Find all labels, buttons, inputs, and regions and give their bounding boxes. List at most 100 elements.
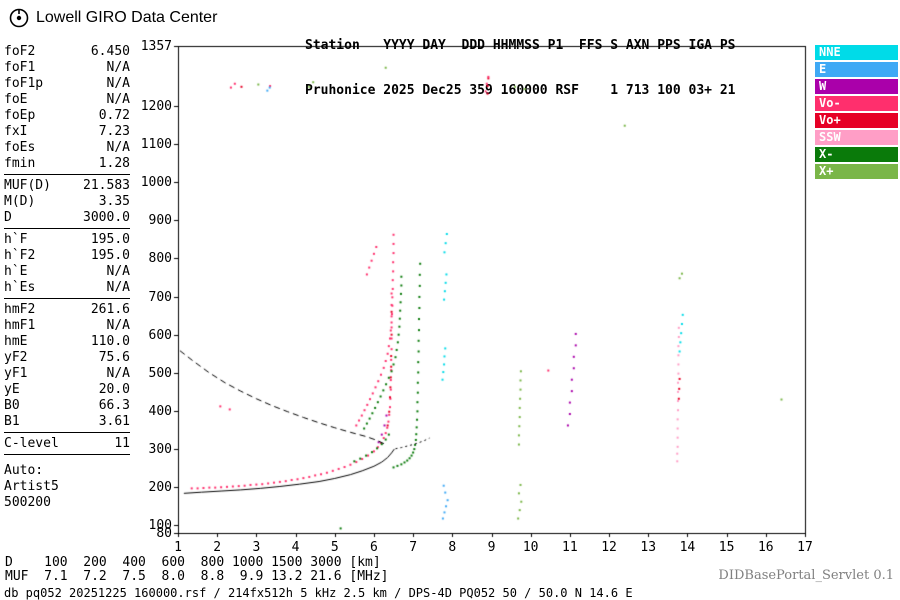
muf-table: D 100 200 400 600 800 1000 1500 3000 [km… [5,556,389,584]
param-row-fof1: foF1 N/A [4,60,130,76]
y-tick-label: 400 [148,403,172,419]
x-tick-label: 3 [252,540,261,555]
legend-item-ssw: SSW [815,130,898,145]
y-tick-label: 1100 [140,137,172,152]
y-tick-label: 100 [148,518,172,534]
y-tick-label: 600 [148,327,172,343]
d-row: D 100 200 400 600 800 1000 1500 3000 [km… [5,555,381,570]
param-row-hf: h`F 195.0 [4,232,130,248]
param-label: hmE [4,334,28,349]
param-label: yF1 [4,366,28,381]
param-label: foEs [4,140,36,155]
param-row-mufd: MUF(D) 21.583 [4,178,130,194]
param-row-foes: foEs N/A [4,140,130,156]
param-row-yf1: yF1 N/A [4,366,130,382]
lowell-giro-logo: Lowell GIRO Data Center [8,7,217,29]
param-label: h`E [4,264,28,279]
y-tick-label: 300 [148,442,172,458]
param-row-hmf1: hmF1 N/A [4,318,130,334]
y-tick-label: 1357 [140,39,172,54]
auto-scaler-block: Auto: Artist5 500200 [4,463,130,511]
param-value: 0.72 [98,108,130,123]
param-label: fxI [4,124,28,139]
param-row-fmin: fmin 1.28 [4,156,130,172]
legend-item-vo: Vo- [815,96,898,111]
y-tick-label: 80 [156,526,172,541]
param-label: M(D) [4,194,36,209]
param-value: 20.0 [98,382,130,397]
param-label: MUF(D) [4,178,51,193]
separator [4,174,130,175]
param-row-fxi: fxI 7.23 [4,124,130,140]
param-row-md: M(D) 3.35 [4,194,130,210]
y-tick-label: 500 [148,365,172,381]
x-tick-label: 2 [213,540,222,555]
y-tick-label: 1000 [140,175,172,191]
x-tick-label: 12 [601,540,617,555]
y-tick-label: 200 [148,480,172,496]
logo-text: Lowell GIRO Data Center [36,9,218,26]
param-label: h`F2 [4,248,36,263]
param-row-foep: foEp 0.72 [4,108,130,124]
x-tick-label: 1 [174,540,182,555]
param-value: 195.0 [90,232,130,247]
param-value: 3000.0 [83,210,130,225]
param-groups: foF2 6.450 foF1 N/A foF1p N/A foE N/A foEp 0.72 fx… [4,44,130,511]
x-tick-label: 7 [409,540,418,555]
param-value: N/A [106,92,130,107]
param-label: foF2 [4,44,36,59]
giro-logo-icon [9,8,29,28]
x-tick-label: 13 [640,540,657,555]
param-value: 75.6 [98,350,130,365]
separator [4,432,130,433]
separator [4,454,130,455]
legend-item-x: X+ [815,164,898,179]
param-row-yf2: yF2 75.6 [4,350,130,366]
param-row-b1: B1 3.61 [4,414,130,430]
auto-scaler-line: Artist5 [4,479,59,494]
param-value: N/A [106,140,130,155]
param-row-foe: foE N/A [4,92,130,108]
param-value: 1.28 [98,156,130,171]
param-value: N/A [106,318,130,333]
separator [4,228,130,229]
param-label: D [4,210,12,225]
param-row-clevel: C-level 11 [4,436,130,452]
param-row-hmf2: hmF2 261.6 [4,302,130,318]
param-label: fmin [4,156,36,171]
param-value: 7.23 [98,124,130,139]
param-value: N/A [106,280,130,295]
x-tick-label: 6 [370,540,378,555]
param-row-hme: hmE 110.0 [4,334,130,350]
x-tick-label: 9 [487,540,496,555]
legend-item-x: X- [815,147,898,162]
param-value: 11 [114,436,130,451]
separator [4,298,130,299]
legend-item-w: W [815,79,898,94]
status-line: db pq052 20251225 160000.rsf / 214fx512h… [4,586,633,600]
x-tick-label: 16 [757,540,774,555]
param-label: yE [4,382,20,397]
param-value: 261.6 [90,302,130,317]
param-label: hmF2 [4,302,36,317]
param-label: yF2 [4,350,28,365]
y-tick-label: 800 [148,251,172,267]
param-row-fof1p: foF1p N/A [4,76,130,92]
y-tick-label: 1200 [140,98,172,114]
param-value: 6.450 [90,44,130,59]
param-value: 3.35 [98,194,130,209]
muf-row: MUF 7.1 7.2 7.5 8.0 8.8 9.9 13.2 21.6 [M… [5,569,389,584]
legend-item-nne: NNE [815,45,898,60]
x-tick-label: 4 [291,540,300,555]
param-row-fof2: foF2 6.450 [4,44,130,60]
param-label: h`Es [4,280,36,295]
param-label: foEp [4,108,36,123]
auto-scaler-line: Auto: [4,463,44,478]
param-row-he: h`E N/A [4,264,130,280]
x-tick-label: 11 [562,540,578,555]
param-value: N/A [106,366,130,381]
param-row-hf2: h`F2 195.0 [4,248,130,264]
param-row-b0: B0 66.3 [4,398,130,414]
param-value: 110.0 [90,334,130,349]
